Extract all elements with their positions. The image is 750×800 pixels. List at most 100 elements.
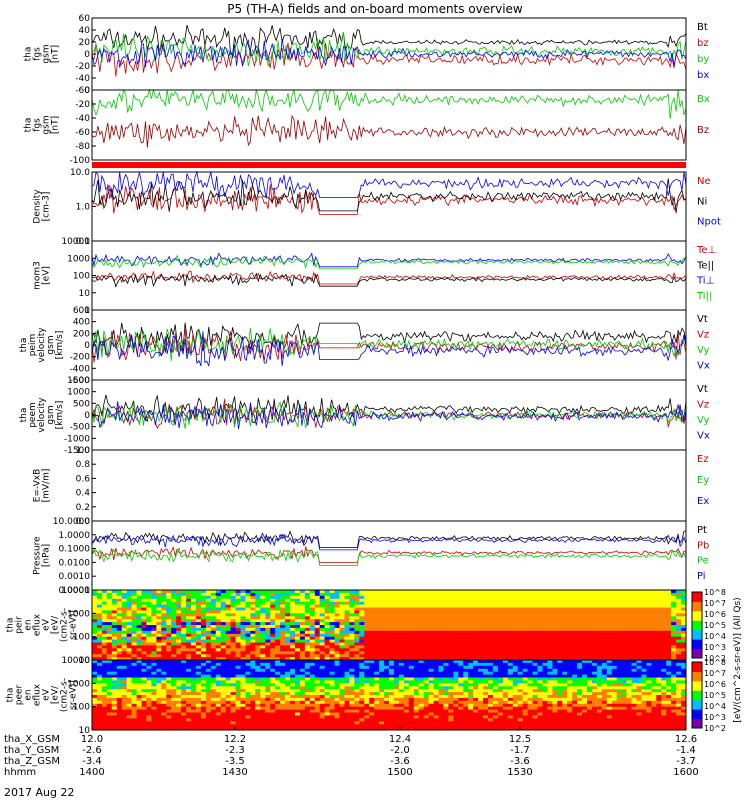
spectrogram-cell [270,648,276,652]
spectrogram-cell [171,648,177,652]
spectrogram-cell [235,610,241,614]
y-tick-label: 200 [73,329,90,339]
spectrogram-cell [661,607,667,611]
spectrogram-cell [304,695,311,699]
spectrogram-cell [384,709,390,713]
spectrogram-cell [448,686,454,690]
spectrogram-cell [448,642,454,646]
spectrogram-cell [428,660,434,664]
spectrogram-cell [483,613,489,617]
spectrogram-cell [111,703,118,708]
spectrogram-cell [666,610,672,614]
spectrogram-cell [443,680,449,684]
spectrogram-cell [403,595,410,600]
spectrogram-cell [101,639,108,643]
spectrogram-cell [418,607,425,611]
spectrogram-cell [611,598,618,603]
spectrogram-cell [393,677,400,681]
spectrogram-cell [681,616,687,620]
y-tick-label: 0.0001 [59,586,91,596]
spectrogram-cell [596,645,603,649]
spectrogram-cell [646,598,652,603]
spectrogram-cell [349,709,355,713]
spectrogram-cell [220,654,227,658]
spectrogram-cell [596,657,603,661]
spectrogram-cell [641,616,647,620]
spectrogram-cell [354,616,360,620]
spectrogram-cell [97,677,103,681]
spectrogram-cell [181,595,187,600]
spectrogram-cell [611,625,618,629]
spectrogram-cell [676,657,682,661]
spectrogram-cell [131,619,137,623]
spectrogram-cell [532,613,538,617]
spectrogram-cell [334,706,340,710]
spectrogram-cell [205,622,212,626]
spectrogram-cell [186,595,192,600]
spectrogram-cell [245,622,251,626]
spectrogram-cell [339,686,345,690]
spectrogram-cell [384,625,390,629]
spectrogram-cell [359,671,365,675]
spectrogram-cell [507,604,514,608]
spectrogram-cell [101,695,108,699]
spectrogram-cell [379,590,385,594]
spectrogram-cell [220,674,227,678]
spectrogram-cell [314,657,321,661]
spectrogram-cell [384,686,390,690]
spectrogram-cell [354,680,360,684]
spectrogram-cell [295,660,301,664]
y-axis-label-line: [nT] [51,45,61,63]
spectrogram-cell [121,639,128,643]
spectrogram-cell [661,619,667,623]
spectrogram-cell [621,651,627,655]
spectrogram-cell [408,633,415,638]
spectrogram-cell [319,683,326,687]
spectrogram-cell [151,668,157,673]
spectrogram-cell [151,665,157,670]
spectrogram-cell [255,622,261,626]
spectrogram-cell [299,592,306,597]
spectrogram-cell [458,683,464,687]
spectrogram-cell [116,613,123,617]
spectrogram-cell [309,671,316,675]
spectrogram-cell [290,692,296,696]
spectrogram-cell [92,671,98,675]
spectrogram-cell [537,642,543,646]
spectrogram-cell [458,595,464,600]
spectrogram-cell [507,627,514,632]
spectrogram-cell [176,660,182,664]
spectrogram-cell [492,616,499,620]
y-tick-label: 0 [84,341,90,351]
spectrogram-cell [344,712,350,716]
spectrogram-cell [265,668,271,673]
spectrogram-cell [517,616,524,620]
spectrogram-cell [349,662,355,667]
spectrogram-cell [631,601,637,605]
spectrogram-cell [418,604,425,608]
spectrogram-cell [592,619,598,623]
legend-entry: Pt [697,525,707,536]
spectrogram-cell [299,642,306,646]
spectrogram-cell [423,601,430,605]
spectrogram-cell [596,633,603,638]
spectrogram-cell [280,703,286,708]
spectrogram-cell [200,610,207,614]
spectrogram-cell [473,590,479,594]
spectrogram-cell [527,613,533,617]
spectrogram-cell [191,590,197,594]
spectrogram-cell [413,619,420,623]
spectrogram-cell [131,671,137,675]
spectrogram-cell [181,613,187,617]
spectrogram-cell [433,613,439,617]
spectrogram-cell [304,674,311,678]
spectrogram-cell [304,622,311,626]
spectrogram-cell [478,648,484,652]
spectrogram-cell [428,625,434,629]
spectrogram-cell [245,677,251,681]
spectrogram-cell [428,604,434,608]
spectrogram-cell [324,712,330,716]
legend-entry: Vt [697,314,708,325]
spectrogram-cell [250,660,256,664]
spectrogram-cell [364,651,370,655]
